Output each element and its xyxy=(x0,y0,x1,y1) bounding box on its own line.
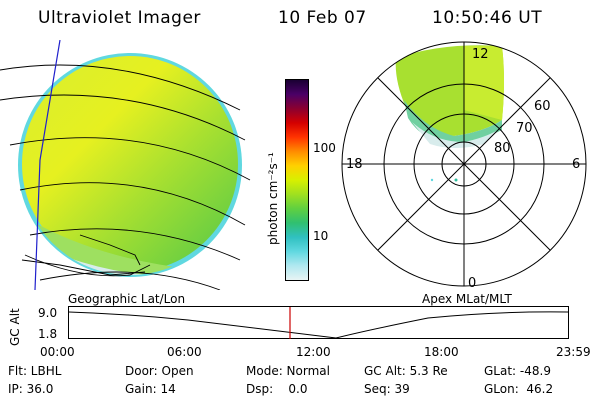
mlt-label-6: 6 xyxy=(572,157,580,172)
timeline-ytick-9: 9.0 xyxy=(38,306,58,320)
colorbar xyxy=(285,79,309,281)
timeline-xtick-1800: 18:00 xyxy=(424,345,459,359)
timeline-xtick-1200: 12:00 xyxy=(296,345,331,359)
timeline-ytick-1-8: 1.8 xyxy=(38,327,58,341)
colorbar-unit-label: photon cm⁻²s⁻¹ xyxy=(266,152,280,245)
colorbar-tick-100: 100 xyxy=(313,141,336,155)
mlat-label-80: 80 xyxy=(494,141,511,156)
glat-info: GLat: -48.9 xyxy=(484,364,551,378)
polar-panel-label: Apex MLat/MLT xyxy=(422,292,512,306)
mlt-label-12: 12 xyxy=(472,47,489,62)
timeline-xtick-0600: 06:00 xyxy=(167,345,202,359)
geographic-panel-label: Geographic Lat/Lon xyxy=(68,292,186,306)
glon-info: GLon: 46.2 xyxy=(484,382,554,396)
instrument-title: Ultraviolet Imager xyxy=(38,8,201,28)
observation-time: 10:50:46 UT xyxy=(432,8,543,28)
door-info: Door: Open xyxy=(125,364,194,378)
observation-date: 10 Feb 07 xyxy=(278,8,367,28)
mode-info: Mode: Normal xyxy=(246,364,330,378)
gc-altitude-info: GC Alt: 5.3 Re xyxy=(364,364,448,378)
mlt-label-0: 0 xyxy=(468,276,476,291)
timeline-xtick-0000: 00:00 xyxy=(40,345,75,359)
filter-info: Flt: LBHL xyxy=(8,364,62,378)
mlat-label-60: 60 xyxy=(534,99,551,114)
geographic-image-panel xyxy=(0,40,251,290)
seq-info: Seq: 39 xyxy=(364,382,410,396)
timeline-xtick-2359: 23:59 xyxy=(556,345,591,359)
mlt-label-18: 18 xyxy=(346,157,363,172)
gain-info: Gain: 14 xyxy=(125,382,176,396)
ip-info: IP: 36.0 xyxy=(8,382,54,396)
timeline-axis-label: GC Alt xyxy=(8,308,22,346)
colorbar-tick-10: 10 xyxy=(313,229,329,243)
dsp-info: Dsp: 0.0 xyxy=(246,382,308,396)
altitude-timeline xyxy=(68,306,569,339)
mlat-label-70: 70 xyxy=(516,121,533,136)
polar-image-panel: 12 18 6 0 60 70 80 xyxy=(341,41,587,291)
